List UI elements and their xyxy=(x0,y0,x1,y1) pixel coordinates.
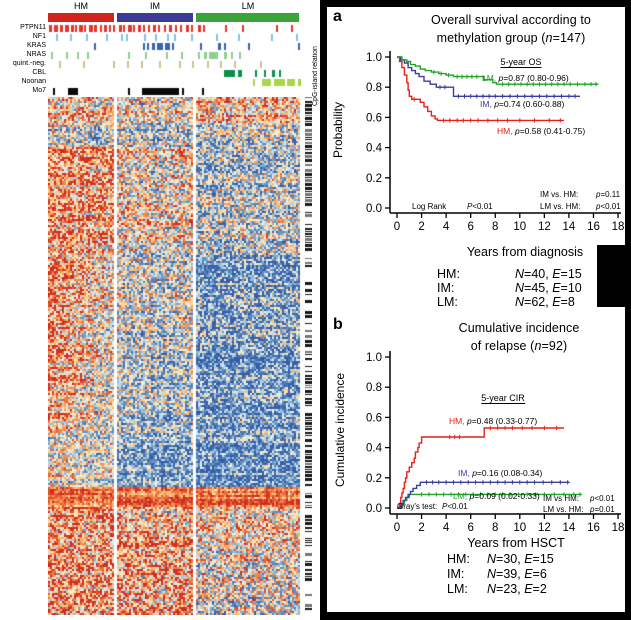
group-label-hm: HM xyxy=(74,1,88,11)
panel-b-count-lm-label: LM: xyxy=(447,582,468,596)
svg-text:10: 10 xyxy=(513,221,526,233)
svg-text:2: 2 xyxy=(418,522,424,534)
svg-text:0.2: 0.2 xyxy=(366,173,382,185)
panel-b-y-axis-label: Cumulative incidence xyxy=(333,372,347,488)
mutation-track-canvas xyxy=(48,24,301,96)
panel-a-count-hm-label: HM: xyxy=(437,267,460,281)
panel-frame-inner xyxy=(327,7,625,612)
mutation-row-label-nras: NRAS xyxy=(26,51,46,58)
svg-text:0.4: 0.4 xyxy=(366,443,383,455)
svg-text:18: 18 xyxy=(612,522,625,534)
svg-text:8: 8 xyxy=(492,221,498,233)
svg-text:6: 6 xyxy=(467,221,473,233)
mutation-row-label-quint-neg: quint.-neg. xyxy=(12,60,46,67)
panel-b-count-im-label: IM: xyxy=(447,567,465,581)
svg-text:0.8: 0.8 xyxy=(366,382,382,394)
mutation-row-label-mo7: Mo7 xyxy=(32,87,46,94)
panel-a-stat-im-vs-hm-p: p=0.11 xyxy=(596,190,621,199)
cpg-island-strip-canvas xyxy=(305,97,312,615)
svg-text:4: 4 xyxy=(443,221,450,233)
svg-text:8: 8 xyxy=(492,522,498,534)
panel-divider-block xyxy=(597,245,631,307)
panel-a-legend-im: IM, p=0.74 (0.60-0.88) xyxy=(480,99,565,109)
svg-text:0.0: 0.0 xyxy=(366,203,382,215)
svg-text:18: 18 xyxy=(612,221,625,233)
panel-b-legend-im: IM, p=0.16 (0.08-0.34) xyxy=(458,468,543,478)
panel-a-stat-lm-vs-hm-p: p<0.01 xyxy=(596,202,621,211)
panel-a-count-lm-value: N=62, E=8 xyxy=(515,295,575,309)
svg-text:0: 0 xyxy=(394,522,400,534)
svg-text:4: 4 xyxy=(443,522,450,534)
svg-text:14: 14 xyxy=(563,522,576,534)
mutation-row-label-kras: KRAS xyxy=(26,42,46,49)
group-bar-hm xyxy=(48,13,114,22)
svg-text:12: 12 xyxy=(538,221,551,233)
panel-a-count-im-value: N=45, E=10 xyxy=(515,281,582,295)
mutation-row-label-cbl: CBL xyxy=(32,69,46,76)
panel-a-legend-heading: 5-year OS xyxy=(500,57,542,68)
panel-b-grays-test-p: P<0.01 xyxy=(442,502,468,511)
group-label-lm: LM xyxy=(241,1,255,11)
svg-text:0.4: 0.4 xyxy=(366,143,383,155)
svg-text:1.0: 1.0 xyxy=(366,352,382,364)
svg-text:0.6: 0.6 xyxy=(366,412,382,424)
panel-a-stat-im-vs-hm-label: IM vs. HM: xyxy=(540,190,579,199)
svg-text:0.2: 0.2 xyxy=(366,473,382,485)
group-bar-im xyxy=(117,13,193,22)
group-bar-lm xyxy=(196,13,299,22)
panel-a-count-im-label: IM: xyxy=(437,281,455,295)
svg-text:10: 10 xyxy=(513,522,526,534)
panel-b-stat-lm-vs-hm-label: LM vs. HM: xyxy=(543,505,584,514)
svg-text:12: 12 xyxy=(538,522,551,534)
panel-b-stat-lm-vs-hm-p: p=0.01 xyxy=(590,505,615,514)
panel-a-logrank-p: P<0.01 xyxy=(467,202,493,211)
panel-a-logrank-label: Log Rank xyxy=(412,202,447,211)
panel-b-title-line1: Cumulative incidence xyxy=(458,321,580,335)
panel-a-stat-lm-vs-hm-label: LM vs. HM: xyxy=(540,202,581,211)
panel-a-count-hm-value: N=40, E=15 xyxy=(515,267,582,281)
svg-text:0: 0 xyxy=(394,221,400,233)
panel-a-legend-hm: HM, p=0.58 (0.41-0.75) xyxy=(497,126,586,136)
panel-frame xyxy=(320,0,631,620)
panel-a-count-lm-label: LM: xyxy=(437,295,458,309)
svg-text:16: 16 xyxy=(587,221,600,233)
panel-b-letter: b xyxy=(333,316,343,333)
svg-text:6: 6 xyxy=(467,522,473,534)
panel-b-stat-im-vs-hm-label: IM vs HM: xyxy=(543,494,579,503)
panel-a-letter: a xyxy=(333,8,342,25)
svg-text:2: 2 xyxy=(418,221,424,233)
panel-a-x-axis-label: Years from diagnosis xyxy=(466,245,584,259)
svg-text:0.0: 0.0 xyxy=(366,503,382,515)
svg-text:0.6: 0.6 xyxy=(366,112,382,124)
panel-b-count-hm-value: N=30, E=15 xyxy=(487,552,554,566)
svg-text:14: 14 xyxy=(563,221,576,233)
mutation-row-label-nf1: NF1 xyxy=(32,33,46,40)
heatmap-canvas xyxy=(48,97,301,615)
panel-b-count-lm-value: N=23, E=2 xyxy=(487,582,547,596)
panel-b-stat-im-vs-hm-p: p<0.01 xyxy=(590,494,615,503)
panel-b-x-axis-label: Years from HSCT xyxy=(467,536,565,550)
mutation-row-label-ptpn11: PTPN11 xyxy=(20,24,46,31)
panel-a-y-axis-label: Probability xyxy=(331,101,345,159)
panel-b-legend-lm: LM, p=0.09 (0.02-0.33) xyxy=(453,491,540,501)
panel-a-title-line1: Overall survival according to xyxy=(431,13,591,27)
svg-text:0.8: 0.8 xyxy=(366,82,382,94)
panel-a-title-line2: methylation group (n=147) xyxy=(436,31,586,45)
svg-text:16: 16 xyxy=(587,522,600,534)
panel-b-count-im-value: N=39, E=6 xyxy=(487,567,547,581)
panel-a-legend-lm: LM, p=0.87 (0.80-0.96) xyxy=(482,73,569,83)
panel-b-count-hm-label: HM: xyxy=(447,552,470,566)
svg-text:1.0: 1.0 xyxy=(366,52,382,64)
group-label-im: IM xyxy=(150,1,160,11)
panel-b-legend-heading: 5-year CIR xyxy=(481,393,525,404)
panel-b-legend-hm: HM, p=0.48 (0.33-0.77) xyxy=(449,416,538,426)
panel-b-title-line2: of relapse (n=92) xyxy=(470,339,568,353)
panel-b-grays-test-label: Gray's test: xyxy=(397,502,438,511)
mutation-row-label-noonan: Noonan xyxy=(21,78,46,85)
